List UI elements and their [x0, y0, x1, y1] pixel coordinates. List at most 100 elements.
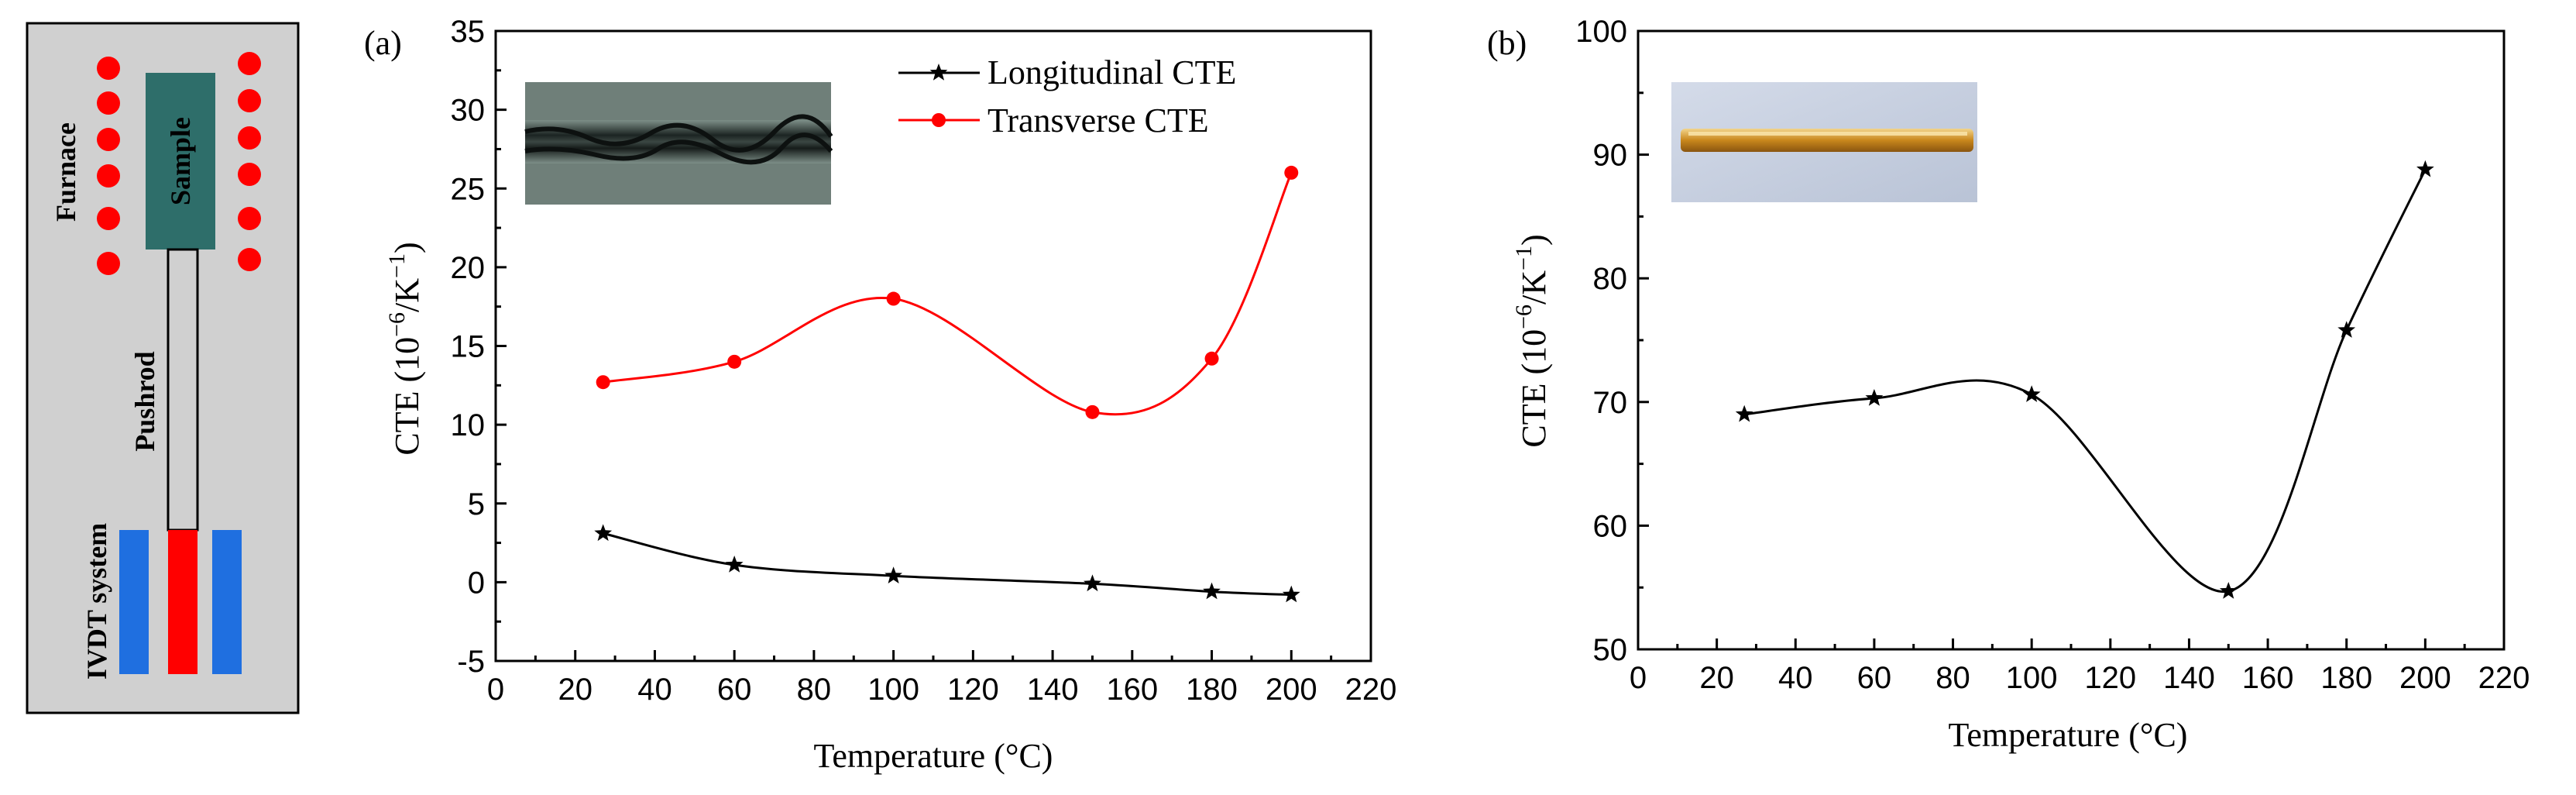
furnace-dot — [97, 207, 120, 230]
x-tick-label-a: 80 — [797, 673, 832, 707]
y-tick-label-b: 60 — [1593, 509, 1628, 543]
y-axis-title-a-exp2: −1 — [384, 253, 410, 278]
x-tick-label-a: 200 — [1266, 673, 1317, 707]
x-tick-label-b: 160 — [2242, 661, 2294, 695]
data-point-a-0 — [1282, 585, 1300, 603]
series-line-a-0 — [603, 532, 1292, 597]
panel-label-b: (b) — [1487, 24, 1527, 62]
y-axis-title-b-end: ) — [1515, 234, 1553, 246]
y-axis-title-a: CTE (10−6/K−1) — [384, 242, 426, 455]
y-tick-label-b: 100 — [1575, 15, 1627, 49]
furnace-dot — [97, 57, 120, 80]
x-tick-label-b: 120 — [2084, 661, 2136, 695]
legend-a-label-longitudinal: Longitudinal CTE — [987, 53, 1236, 91]
y-tick-label-a: 20 — [451, 251, 486, 285]
legend-a-label-transverse: Transverse CTE — [987, 102, 1209, 139]
x-axis-title-b: Temperature (°C) — [1949, 716, 2188, 754]
y-axis-title-b-exp2: −1 — [1511, 246, 1537, 270]
data-point-a-1 — [886, 291, 901, 306]
furnace-dot — [238, 163, 261, 186]
x-axis-title-a: Temperature (°C) — [814, 737, 1053, 775]
y-tick-label-a: 35 — [451, 15, 486, 49]
y-tick-label-a: 5 — [468, 487, 485, 521]
y-axis-title-a-exp1: −6 — [384, 312, 410, 337]
data-point-b-0 — [2022, 385, 2041, 402]
furnace-dot — [238, 89, 261, 112]
x-tick-label-a: 60 — [717, 673, 752, 707]
furnace-dot — [97, 128, 120, 151]
pushrod-label: Pushrod — [129, 351, 160, 451]
data-point-a-1 — [1085, 404, 1100, 419]
x-tick-label-b: 60 — [1857, 661, 1892, 695]
data-point-a-0 — [594, 524, 613, 542]
data-point-b-0 — [2337, 321, 2356, 338]
y-tick-label-b: 90 — [1593, 139, 1628, 173]
y-tick-label-a: 10 — [451, 408, 486, 442]
y-axis-title-a-main: CTE (10 — [388, 337, 426, 456]
x-tick-label-a: 220 — [1345, 673, 1397, 707]
x-tick-label-b: 140 — [2163, 661, 2215, 695]
legend-a-marker-star — [929, 64, 948, 81]
panel-label-a: (a) — [364, 24, 402, 62]
furnace-dot — [97, 252, 120, 275]
x-tick-label-b: 80 — [1935, 661, 1970, 695]
x-tick-label-a: 0 — [487, 673, 504, 707]
x-tick-label-a: 100 — [867, 673, 919, 707]
x-tick-label-b: 220 — [2478, 661, 2530, 695]
y-tick-label-b: 80 — [1593, 262, 1628, 296]
series-line-b-0 — [1744, 169, 2427, 593]
x-tick-label-b: 0 — [1630, 661, 1647, 695]
lvdt-coil-left — [119, 530, 149, 674]
y-axis-title-a-end: ) — [388, 242, 426, 253]
chart-a: (a) 0 20 40 60 80 100 120 140 160 180 200 220-50510… — [364, 15, 1396, 775]
x-tick-label-b: 100 — [2006, 661, 2058, 695]
data-point-a-1 — [596, 375, 610, 390]
furnace-label: Furnace — [50, 122, 81, 222]
furnace-dot — [238, 52, 261, 75]
x-tick-label-a: 180 — [1186, 673, 1238, 707]
dilatometer-schematic: Sample Pushrod Furnace IVDT system — [26, 22, 300, 714]
data-point-a-1 — [1204, 351, 1219, 366]
y-tick-label-a: 0 — [468, 566, 485, 600]
furnace-dot — [97, 91, 120, 115]
series-line-a-1 — [603, 172, 1293, 416]
data-point-b-0 — [2219, 582, 2238, 599]
lvdt-coil-right — [212, 530, 242, 674]
legend-a: Longitudinal CTE Transverse CTE — [898, 53, 1236, 139]
y-tick-label-a: -5 — [457, 645, 485, 679]
data-point-a-1 — [1284, 165, 1299, 180]
data-point-a-0 — [1084, 574, 1101, 592]
sample-label: Sample — [165, 117, 196, 205]
x-tick-label-b: 200 — [2399, 661, 2451, 695]
inset-a-braid — [524, 114, 833, 153]
data-point-a-0 — [1203, 582, 1221, 600]
inset-photo-b — [1671, 82, 1977, 202]
y-tick-label-a: 30 — [451, 94, 486, 128]
lvdt-label: IVDT system — [81, 523, 112, 680]
furnace-dot — [97, 164, 120, 188]
y-tick-label-b: 70 — [1593, 386, 1628, 420]
y-tick-label-a: 25 — [451, 172, 486, 206]
y-tick-label-b: 50 — [1593, 633, 1628, 667]
y-tick-label-a: 15 — [451, 330, 486, 364]
lvdt-core — [168, 530, 197, 674]
legend-a-marker-circle — [932, 113, 946, 127]
x-tick-label-a: 160 — [1106, 673, 1158, 707]
data-point-b-0 — [1735, 404, 1753, 422]
y-axis-title-b-main: CTE (10 — [1515, 329, 1553, 448]
y-axis-title-b-mid: /K — [1515, 270, 1553, 305]
x-tick-label-a: 40 — [637, 673, 672, 707]
data-point-b-0 — [1865, 389, 1884, 406]
data-point-a-0 — [884, 566, 902, 583]
x-tick-label-a: 120 — [947, 673, 999, 707]
inset-photo-a — [524, 82, 833, 205]
inset-b-rod-highlight — [1688, 132, 1967, 136]
furnace-dot — [238, 207, 261, 230]
data-point-a-0 — [725, 556, 744, 573]
x-tick-label-b: 40 — [1778, 661, 1813, 695]
data-point-b-0 — [2416, 160, 2434, 177]
furnace-dot — [238, 248, 261, 271]
data-point-a-1 — [727, 354, 742, 369]
furnace-dot — [238, 126, 261, 150]
